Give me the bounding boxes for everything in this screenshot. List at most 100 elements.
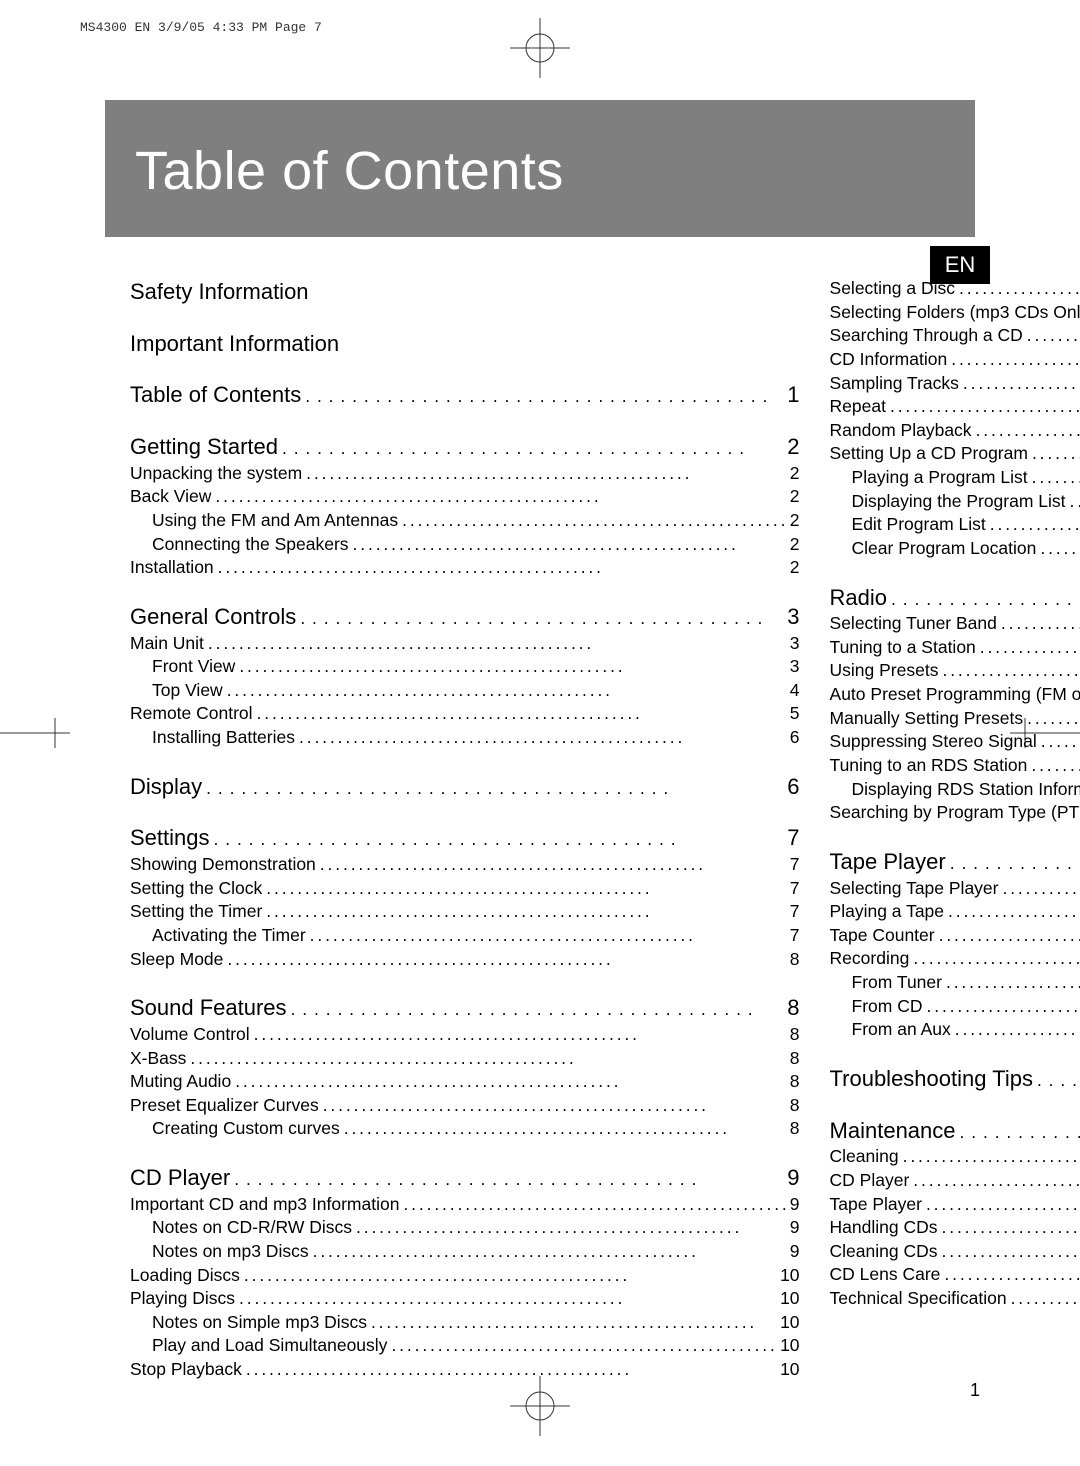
toc-entry: Recording15 <box>830 947 1080 971</box>
toc-leader-dots <box>942 971 1080 995</box>
toc-leader-dots <box>202 777 787 801</box>
toc-entry: Tape Counter15 <box>830 924 1080 948</box>
toc-entry: Selecting Folders (mp3 CDs Only)11 <box>830 301 1080 325</box>
toc-label: Getting Started <box>130 432 278 462</box>
toc-page: 9 <box>790 1193 800 1217</box>
toc-leader-dots <box>214 556 790 580</box>
toc-entry: Loading Discs10 <box>130 1264 800 1288</box>
toc-section: Table of Contents1 <box>130 380 800 410</box>
toc-entry: Handling CDs18 <box>830 1216 1080 1240</box>
toc-page: 2 <box>790 556 800 580</box>
toc-section: Sound Features8 <box>130 993 800 1023</box>
toc-entry: Auto Preset Programming (FM only)13 <box>830 683 1080 707</box>
toc-leader-dots <box>956 1121 1080 1145</box>
toc-leader-dots <box>306 924 790 948</box>
toc-entry: Front View3 <box>130 655 800 679</box>
toc-leader-dots <box>319 1094 790 1118</box>
toc-label: Connecting the Speakers <box>152 533 349 557</box>
toc-label: CD Player <box>830 1169 910 1193</box>
toc-label: Using the FM and Am Antennas <box>152 509 398 533</box>
toc-leader-dots <box>940 1263 1080 1287</box>
toc-label: Unpacking the system <box>130 462 302 486</box>
toc-page: 7 <box>790 853 800 877</box>
toc-leader-dots <box>301 385 787 409</box>
toc-label: Handling CDs <box>830 1216 938 1240</box>
toc-entry: Sampling Tracks11 <box>830 372 1080 396</box>
toc-label: From CD <box>852 995 923 1019</box>
toc-page: 2 <box>790 485 800 509</box>
toc-page: 3 <box>790 632 800 656</box>
toc-label: Selecting Tuner Band <box>830 612 997 636</box>
toc-label: Radio <box>830 583 887 613</box>
toc-leader-dots <box>1033 1069 1080 1093</box>
toc-label: Safety Information <box>130 277 309 307</box>
toc-entry: Remote Control5 <box>130 702 800 726</box>
page-content: Table of Contents EN Safety InformationI… <box>105 100 975 1382</box>
toc-section: Safety Information <box>130 277 800 307</box>
toc-label: Troubleshooting Tips <box>830 1064 1033 1094</box>
toc-leader-dots <box>909 947 1080 971</box>
toc-leader-dots <box>1028 466 1080 490</box>
toc-label: Showing Demonstration <box>130 853 316 877</box>
toc-leader-dots <box>242 1358 780 1382</box>
toc-entry: Play and Load Simultaneously10 <box>130 1334 800 1358</box>
toc-leader-dots <box>278 437 787 461</box>
toc-page: 6 <box>790 726 800 750</box>
toc-label: Back View <box>130 485 211 509</box>
toc-page: 9 <box>790 1216 800 1240</box>
toc-leader-dots <box>997 612 1080 636</box>
toc-page: 3 <box>790 655 800 679</box>
toc-label: Selecting Tape Player <box>830 877 999 901</box>
toc-entry: Activating the Timer7 <box>130 924 800 948</box>
toc-entry: Displaying RDS Station Information14 <box>830 778 1080 802</box>
page-title: Table of Contents <box>105 100 975 237</box>
toc-entry: Preset Equalizer Curves8 <box>130 1094 800 1118</box>
toc-label: Tape Counter <box>830 924 935 948</box>
toc-page: 8 <box>790 1023 800 1047</box>
toc-page: 2 <box>787 432 799 462</box>
toc-label: Tape Player <box>830 1193 922 1217</box>
toc-page: 1 <box>787 380 799 410</box>
toc-leader-dots <box>340 1117 790 1141</box>
toc-entry: Edit Program List12 <box>830 513 1080 537</box>
toc-leader-dots <box>230 1168 787 1192</box>
toc-entry: Manually Setting Presets13 <box>830 707 1080 731</box>
toc-leader-dots <box>976 636 1080 660</box>
toc-label: Important Information <box>130 329 339 359</box>
toc-leader-dots <box>240 1264 780 1288</box>
toc-entry: Main Unit3 <box>130 632 800 656</box>
toc-label: Selecting Folders (mp3 CDs Only) <box>830 301 1080 325</box>
toc-entry: Setting Up a CD Program12 <box>830 442 1080 466</box>
toc-page: 8 <box>790 1094 800 1118</box>
toc-section: Troubleshooting Tips16 <box>830 1064 1080 1094</box>
toc-leader-dots <box>231 1070 790 1094</box>
toc-label: Sampling Tracks <box>830 372 959 396</box>
toc-leader-dots <box>909 1169 1080 1193</box>
toc-page: 8 <box>790 1047 800 1071</box>
toc-label: Maintenance <box>830 1116 956 1146</box>
toc-label: Notes on Simple mp3 Discs <box>152 1311 367 1335</box>
toc-entry: Volume Control8 <box>130 1023 800 1047</box>
toc-label: Tuning to a Station <box>830 636 976 660</box>
print-header: MS4300 EN 3/9/05 4:33 PM Page 7 <box>80 20 322 35</box>
toc-leader-dots <box>1023 707 1080 731</box>
page-number: 1 <box>970 1380 980 1401</box>
toc-label: Suppressing Stereo Signal <box>830 730 1037 754</box>
toc-page: 8 <box>790 1117 800 1141</box>
toc-label: Settings <box>130 823 210 853</box>
toc-entry: From an Aux15 <box>830 1018 1080 1042</box>
toc-entry: Sleep Mode8 <box>130 948 800 972</box>
toc-entry: Searching Through a CD11 <box>830 324 1080 348</box>
toc-leader-dots <box>210 828 788 852</box>
toc-label: Loading Discs <box>130 1264 240 1288</box>
toc-leader-dots <box>186 1047 789 1071</box>
toc-leader-dots <box>1036 537 1080 561</box>
toc-page: 7 <box>787 823 799 853</box>
toc-section: Display6 <box>130 772 800 802</box>
crop-mark-bottom <box>510 1376 570 1436</box>
toc-entry: Cleaning CDs18 <box>830 1240 1080 1264</box>
toc-label: Sleep Mode <box>130 948 223 972</box>
toc-left-column: Safety Information Important Information T… <box>130 277 800 1382</box>
toc-leader-dots <box>211 485 789 509</box>
toc-leader-dots <box>287 998 788 1022</box>
